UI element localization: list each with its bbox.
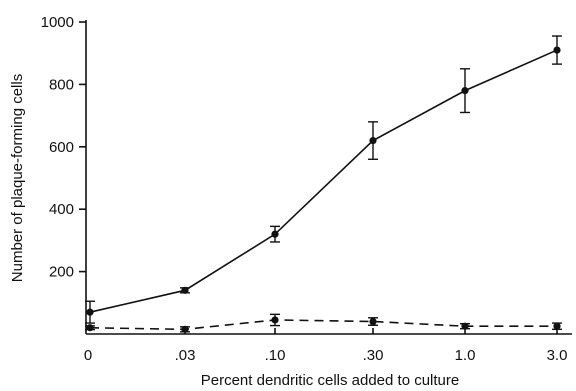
- data-point: [271, 230, 279, 238]
- data-point: [461, 322, 469, 330]
- y-tick-label: 400: [49, 201, 74, 218]
- x-tick-label: .10: [265, 347, 286, 364]
- data-point: [461, 87, 469, 95]
- data-point: [181, 286, 189, 294]
- series-group: [85, 35, 562, 333]
- y-tick-label: 600: [49, 139, 74, 156]
- data-point: [369, 136, 377, 145]
- y-axis-label: Number of plaque-forming cells: [9, 74, 26, 282]
- series-2: [85, 313, 562, 333]
- data-point: [553, 46, 561, 54]
- data-point: [271, 316, 279, 324]
- series-2-line: [89, 319, 557, 331]
- y-tick-label: 200: [49, 264, 74, 281]
- series-1: [85, 35, 562, 324]
- y-ticks: 200 400 600 800 1000: [41, 14, 86, 281]
- y-tick-label: 800: [49, 76, 74, 93]
- x-tick-label: 0: [84, 347, 92, 364]
- data-point: [369, 317, 377, 326]
- data-point: [553, 322, 561, 330]
- x-axis-label: Percent dendritic cells added to culture: [201, 372, 459, 389]
- data-point: [181, 325, 189, 333]
- data-point: [86, 308, 94, 316]
- x-tick-label: .03: [175, 347, 196, 364]
- x-ticks: 0 .03 .10 .30 1.0 3.0: [84, 328, 568, 364]
- x-tick-label: .30: [363, 347, 384, 364]
- x-tick-label: 1.0: [455, 347, 476, 364]
- x-tick-label: 3.0: [547, 347, 568, 364]
- data-point: [86, 324, 94, 332]
- series-1-line: [89, 49, 558, 313]
- y-tick-label: 1000: [41, 14, 74, 31]
